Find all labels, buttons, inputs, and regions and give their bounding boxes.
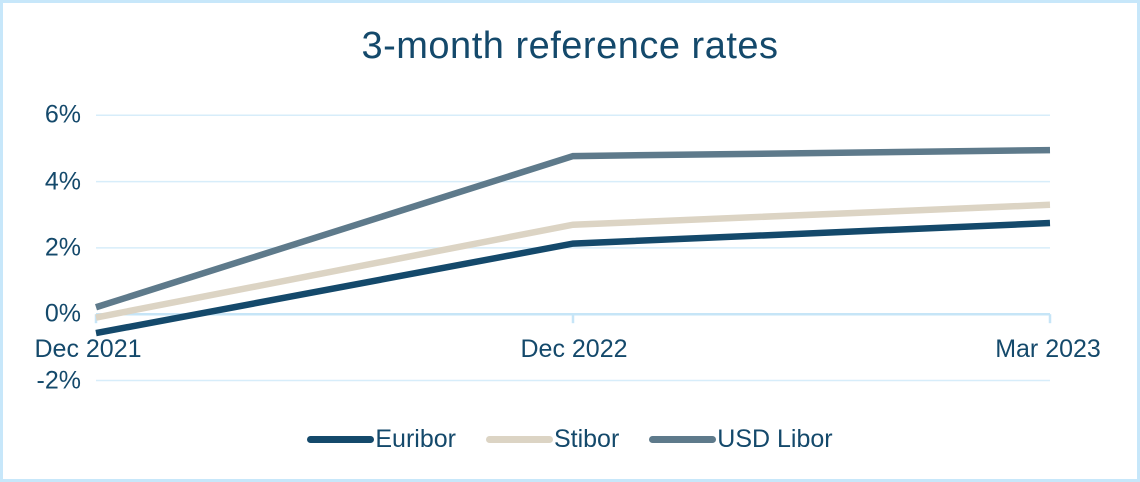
chart-legend: Euribor Stibor USD Libor	[3, 427, 1137, 452]
series-line-stibor	[95, 201, 1051, 321]
y-tick-label: -2%	[36, 366, 81, 394]
chart-title: 3-month reference rates	[361, 25, 779, 67]
y-tick-label: 6%	[44, 100, 81, 129]
line-chart-plot	[94, 114, 1052, 382]
legend-label: Stibor	[553, 425, 620, 453]
legend-item-euribor: Euribor	[307, 427, 456, 452]
legend-item-usd-libor: USD Libor	[649, 425, 833, 453]
series-line-euribor	[95, 219, 1051, 337]
legend-line-swatch	[307, 436, 375, 443]
x-tick-label: Mar 2023	[995, 335, 1101, 363]
y-tick-label: 4%	[44, 167, 81, 196]
legend-label: Euribor	[375, 425, 456, 453]
legend-line-swatch	[485, 436, 553, 443]
series-line-usd-libor	[95, 146, 1051, 311]
legend-item-stibor: Stibor	[485, 425, 620, 453]
legend-line-swatch	[649, 436, 717, 443]
y-tick-label: 0%	[44, 299, 81, 328]
x-tick-label: Dec 2021	[34, 335, 142, 363]
x-tick-label: Dec 2022	[520, 335, 628, 363]
y-tick-label: 2%	[44, 233, 81, 262]
legend-label: USD Libor	[717, 425, 833, 453]
